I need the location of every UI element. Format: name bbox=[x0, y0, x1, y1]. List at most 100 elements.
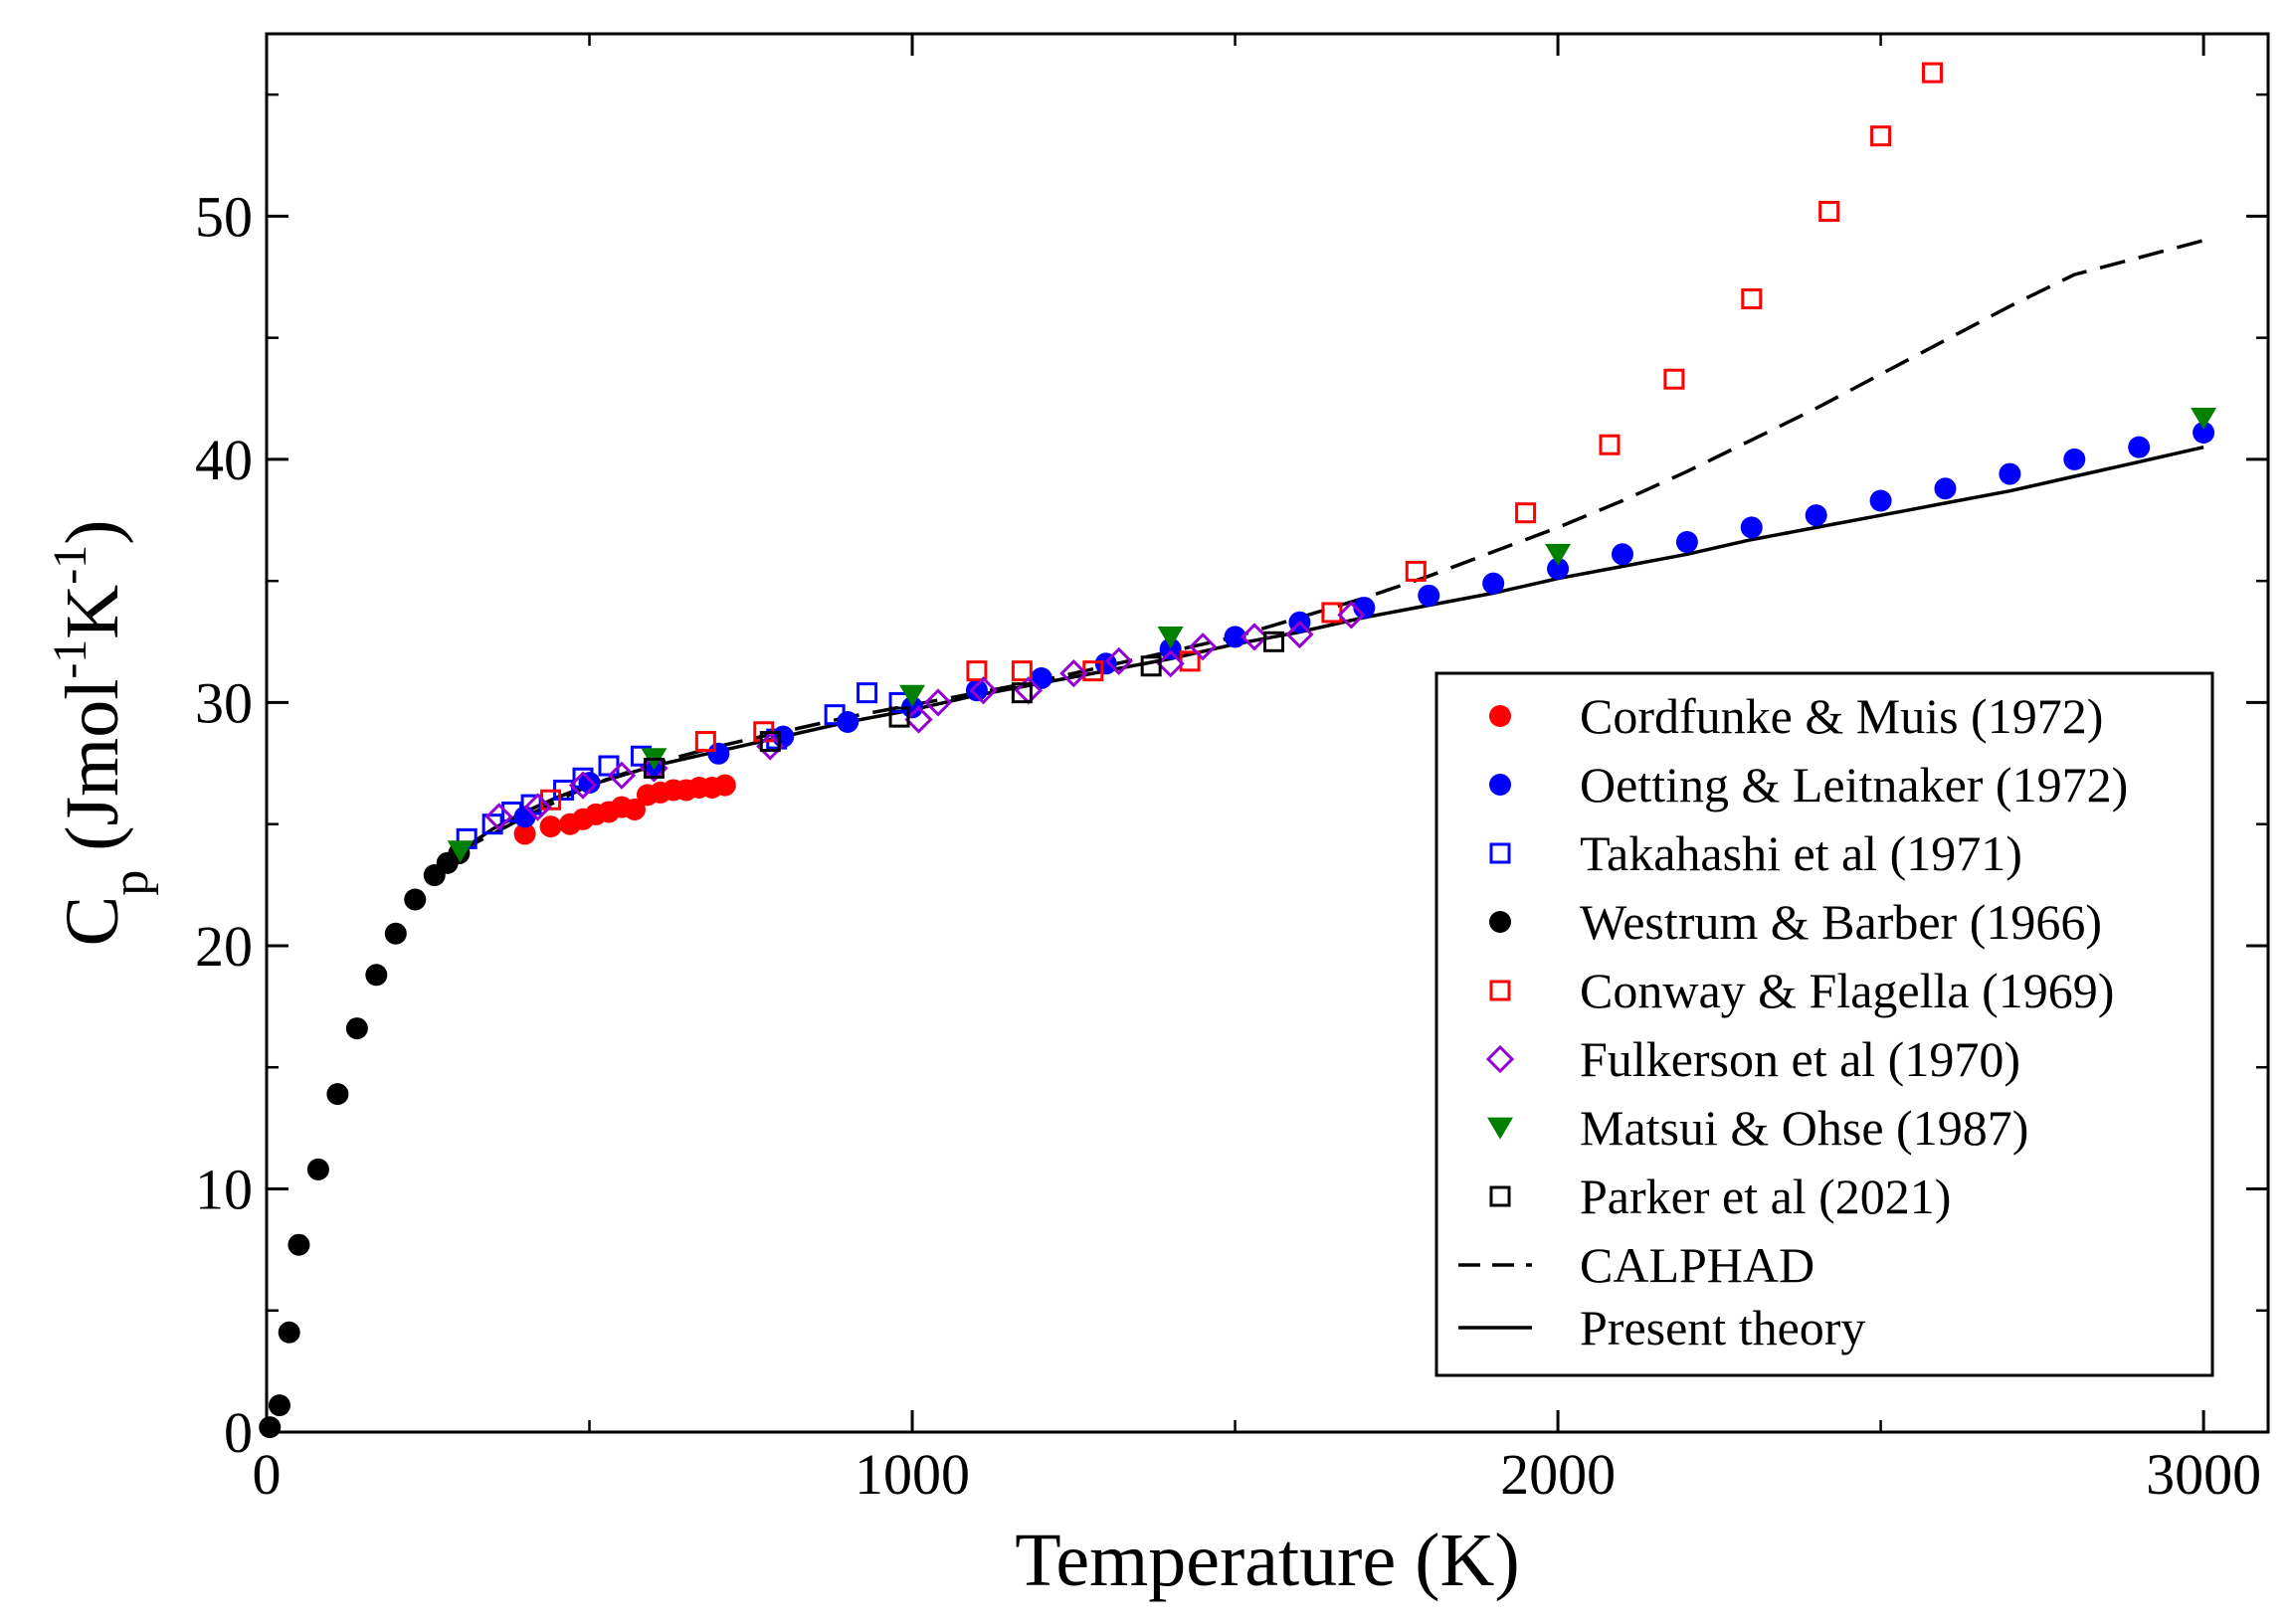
y-tick-label: 30 bbox=[195, 670, 253, 735]
legend-marker bbox=[1489, 774, 1511, 796]
data-point bbox=[899, 684, 926, 707]
data-point bbox=[2193, 422, 2215, 445]
data-point bbox=[1104, 646, 1133, 675]
data-point bbox=[966, 660, 988, 682]
data-point bbox=[1405, 560, 1427, 582]
legend-label: Fulkerson et al (1970) bbox=[1580, 1031, 2020, 1087]
data-point bbox=[1156, 649, 1185, 678]
data-point bbox=[1934, 477, 1957, 500]
data-point bbox=[447, 840, 474, 863]
data-point bbox=[326, 1083, 349, 1106]
y-axis-title-main: C bbox=[51, 896, 134, 947]
data-point bbox=[1870, 125, 1892, 147]
data-point bbox=[766, 728, 788, 750]
y-axis-title-subscript: p bbox=[102, 870, 159, 896]
data-point bbox=[1224, 626, 1246, 648]
data-point bbox=[1545, 543, 1572, 566]
data-point bbox=[1159, 637, 1182, 660]
data-point bbox=[2191, 407, 2217, 431]
data-point bbox=[888, 706, 910, 728]
data-point bbox=[1262, 631, 1284, 652]
data-point bbox=[345, 1017, 368, 1040]
data-point bbox=[1011, 660, 1033, 682]
data-point bbox=[1285, 620, 1314, 649]
legend-marker bbox=[1489, 1185, 1511, 1207]
data-point bbox=[969, 676, 998, 705]
legend-marker bbox=[1489, 911, 1511, 933]
data-point bbox=[759, 731, 781, 753]
data-point bbox=[1030, 666, 1052, 689]
data-point bbox=[1059, 658, 1088, 688]
data-point bbox=[572, 767, 594, 789]
data-point bbox=[707, 742, 730, 765]
data-point bbox=[965, 679, 988, 702]
data-point bbox=[1547, 557, 1570, 580]
x-tick-labels: 0 1000 2000 3000 bbox=[253, 1442, 2262, 1507]
y-axis-title-unit-open: (Jmol bbox=[51, 679, 134, 870]
data-point bbox=[481, 813, 503, 835]
y-tick-label: 50 bbox=[195, 184, 253, 249]
plot-frame bbox=[265, 32, 2270, 1434]
legend-label: Conway & Flagella (1969) bbox=[1580, 963, 2114, 1018]
data-point bbox=[523, 793, 552, 821]
data-point bbox=[404, 888, 427, 911]
data-point bbox=[623, 799, 646, 821]
y-axis-title-exp1: -1 bbox=[44, 639, 96, 679]
data-point bbox=[484, 803, 513, 831]
series-7-points bbox=[643, 631, 1284, 779]
y-tick-label: 20 bbox=[195, 914, 253, 979]
y-axis-title-unit-close: ) bbox=[51, 520, 134, 545]
data-point bbox=[1999, 462, 2021, 485]
series-4-points bbox=[540, 62, 1944, 811]
data-point bbox=[923, 688, 953, 717]
data-point bbox=[513, 822, 536, 845]
legend-label: CALPHAD bbox=[1580, 1237, 1814, 1293]
data-point bbox=[1418, 584, 1440, 607]
data-point bbox=[1740, 516, 1763, 539]
data-point bbox=[694, 731, 716, 753]
legend: Cordfunke & Muis (1972) Oetting & Leitnak… bbox=[1434, 671, 2214, 1377]
legend-marker bbox=[1485, 1044, 1515, 1074]
y-tick-label: 0 bbox=[224, 1400, 253, 1465]
data-point bbox=[1818, 201, 1840, 223]
data-point bbox=[513, 806, 536, 828]
data-point bbox=[1663, 368, 1685, 390]
data-point bbox=[1353, 597, 1376, 620]
legend-marker bbox=[1489, 980, 1511, 1001]
x-tick-label: 3000 bbox=[2146, 1442, 2261, 1507]
data-point bbox=[1675, 531, 1698, 554]
data-point bbox=[539, 815, 562, 838]
data-point bbox=[1337, 601, 1366, 630]
x-tick-label: 1000 bbox=[855, 1442, 970, 1507]
data-point bbox=[1140, 655, 1162, 677]
data-point bbox=[1599, 434, 1621, 455]
y-axis-title-exp2: -1 bbox=[44, 545, 96, 585]
data-point bbox=[2063, 448, 2086, 470]
data-point bbox=[1805, 504, 1827, 527]
data-point bbox=[888, 691, 910, 713]
data-point bbox=[2128, 436, 2151, 458]
legend-label: Parker et al (2021) bbox=[1580, 1169, 1951, 1224]
major-ticks bbox=[265, 34, 2268, 1434]
data-point bbox=[1741, 288, 1763, 310]
data-point bbox=[1922, 62, 1944, 84]
series-3-points bbox=[259, 842, 471, 1439]
legend-label: Cordfunke & Muis (1972) bbox=[1580, 688, 2103, 744]
x-tick-label: 2000 bbox=[1500, 1442, 1616, 1507]
data-point bbox=[857, 682, 878, 704]
x-tick-label: 0 bbox=[253, 1442, 282, 1507]
y-axis-title-unit-mid: K bbox=[51, 585, 134, 639]
data-point bbox=[1482, 572, 1505, 595]
y-tick-label: 10 bbox=[195, 1157, 253, 1221]
data-point bbox=[568, 771, 598, 800]
data-point bbox=[1515, 502, 1537, 524]
data-points bbox=[259, 62, 2217, 1439]
data-point bbox=[643, 757, 665, 779]
data-point bbox=[306, 1158, 329, 1180]
data-point bbox=[1611, 543, 1633, 566]
legend-label: Matsui & Ohse (1987) bbox=[1580, 1100, 2028, 1156]
data-point bbox=[713, 774, 736, 797]
y-axis-title: Cp (Jmol-1K-1) bbox=[44, 520, 159, 947]
series-1-points bbox=[513, 422, 2215, 828]
